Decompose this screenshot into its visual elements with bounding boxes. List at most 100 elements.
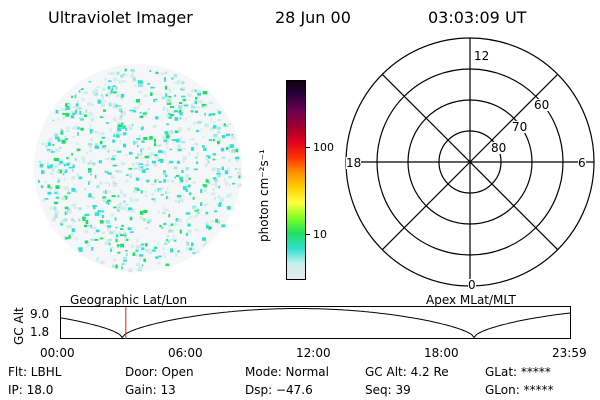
emission-speckle: [131, 75, 134, 78]
emission-speckle: [152, 160, 157, 164]
emission-speckle: [78, 207, 82, 211]
emission-speckle: [212, 153, 216, 156]
emission-speckle: [55, 185, 60, 189]
emission-speckle: [87, 224, 91, 227]
emission-speckle: [154, 100, 158, 103]
emission-speckle: [167, 98, 172, 102]
emission-speckle: [174, 117, 179, 121]
emission-speckle: [118, 108, 122, 112]
emission-speckle: [64, 206, 69, 210]
apex-caption: Apex MLat/MLT: [426, 293, 516, 307]
emission-speckle: [202, 145, 205, 148]
instrument-title: Ultraviolet Imager: [48, 8, 193, 27]
emission-speckle: [128, 125, 133, 129]
emission-speckle: [169, 148, 172, 151]
emission-speckle: [197, 92, 201, 96]
emission-speckle: [178, 102, 183, 105]
emission-speckle: [108, 102, 112, 107]
emission-speckle: [189, 216, 193, 219]
emission-speckle: [102, 196, 107, 200]
emission-speckle: [164, 208, 169, 212]
emission-speckle: [124, 250, 128, 252]
emission-speckle: [90, 173, 92, 176]
emission-speckle: [189, 247, 192, 251]
emission-speckle: [155, 71, 159, 75]
emission-speckle: [78, 218, 81, 222]
emission-speckle: [117, 203, 122, 208]
emission-speckle: [127, 210, 131, 212]
emission-speckle: [78, 90, 81, 93]
emission-speckle: [118, 202, 122, 206]
emission-speckle: [90, 137, 93, 141]
emission-speckle: [83, 114, 87, 117]
emission-speckle: [71, 153, 73, 156]
emission-speckle: [101, 96, 104, 101]
emission-speckle: [85, 220, 89, 224]
emission-speckle: [102, 190, 105, 194]
emission-speckle: [87, 195, 92, 198]
emission-speckle: [53, 158, 58, 161]
emission-speckle: [56, 187, 60, 189]
emission-speckle: [149, 135, 153, 140]
emission-speckle: [104, 182, 109, 184]
emission-speckle: [87, 180, 92, 184]
emission-speckle: [217, 140, 220, 145]
emission-speckle: [105, 189, 107, 194]
emission-speckle: [196, 143, 199, 146]
emission-speckle: [79, 111, 81, 115]
emission-speckle: [150, 183, 156, 186]
emission-speckle: [116, 131, 121, 134]
emission-speckle: [74, 125, 78, 130]
emission-speckle: [228, 193, 232, 197]
time-tick: 12:00: [296, 346, 331, 360]
emission-speckle: [166, 238, 168, 242]
emission-speckle: [133, 106, 138, 111]
auroral-image-disk: [34, 64, 242, 273]
emission-speckle: [200, 202, 203, 206]
emission-speckle: [147, 248, 151, 251]
emission-speckle: [87, 127, 91, 130]
emission-speckle: [94, 131, 99, 134]
emission-speckle: [158, 181, 162, 183]
emission-speckle: [106, 190, 111, 193]
polar-lat-label: 70: [512, 120, 528, 134]
emission-speckle: [231, 148, 236, 153]
emission-speckle: [100, 94, 104, 97]
emission-speckle: [113, 132, 118, 135]
emission-speckle: [110, 246, 114, 249]
emission-speckle: [161, 150, 165, 154]
emission-speckle: [166, 173, 169, 175]
emission-speckle: [212, 113, 216, 116]
emission-speckle: [211, 192, 214, 195]
emission-speckle: [158, 255, 162, 258]
emission-speckle: [154, 138, 156, 143]
emission-speckle: [54, 133, 59, 137]
emission-speckle: [60, 223, 64, 226]
emission-speckle: [116, 208, 121, 212]
emission-speckle: [129, 109, 134, 112]
emission-speckle: [151, 249, 156, 252]
emission-speckle: [121, 162, 126, 166]
emission-speckle: [63, 218, 67, 222]
emission-speckle: [144, 164, 150, 167]
emission-speckle: [103, 100, 107, 102]
emission-speckle: [162, 247, 165, 250]
emission-speckle: [164, 131, 169, 135]
emission-speckle: [99, 181, 103, 185]
emission-speckle: [181, 95, 186, 98]
emission-speckle: [153, 143, 157, 147]
emission-speckle: [217, 174, 221, 178]
emission-speckle: [65, 126, 69, 130]
emission-speckle: [55, 210, 59, 215]
emission-speckle: [71, 203, 76, 207]
emission-speckle: [101, 136, 105, 139]
emission-speckle: [120, 190, 123, 194]
emission-speckle: [81, 98, 86, 101]
emission-speckle: [38, 180, 40, 183]
altitude-plot-frame: [60, 306, 571, 339]
emission-speckle: [66, 225, 69, 229]
emission-speckle: [112, 164, 117, 167]
emission-speckle: [65, 130, 70, 132]
emission-speckle: [66, 162, 70, 166]
emission-speckle: [136, 239, 139, 243]
